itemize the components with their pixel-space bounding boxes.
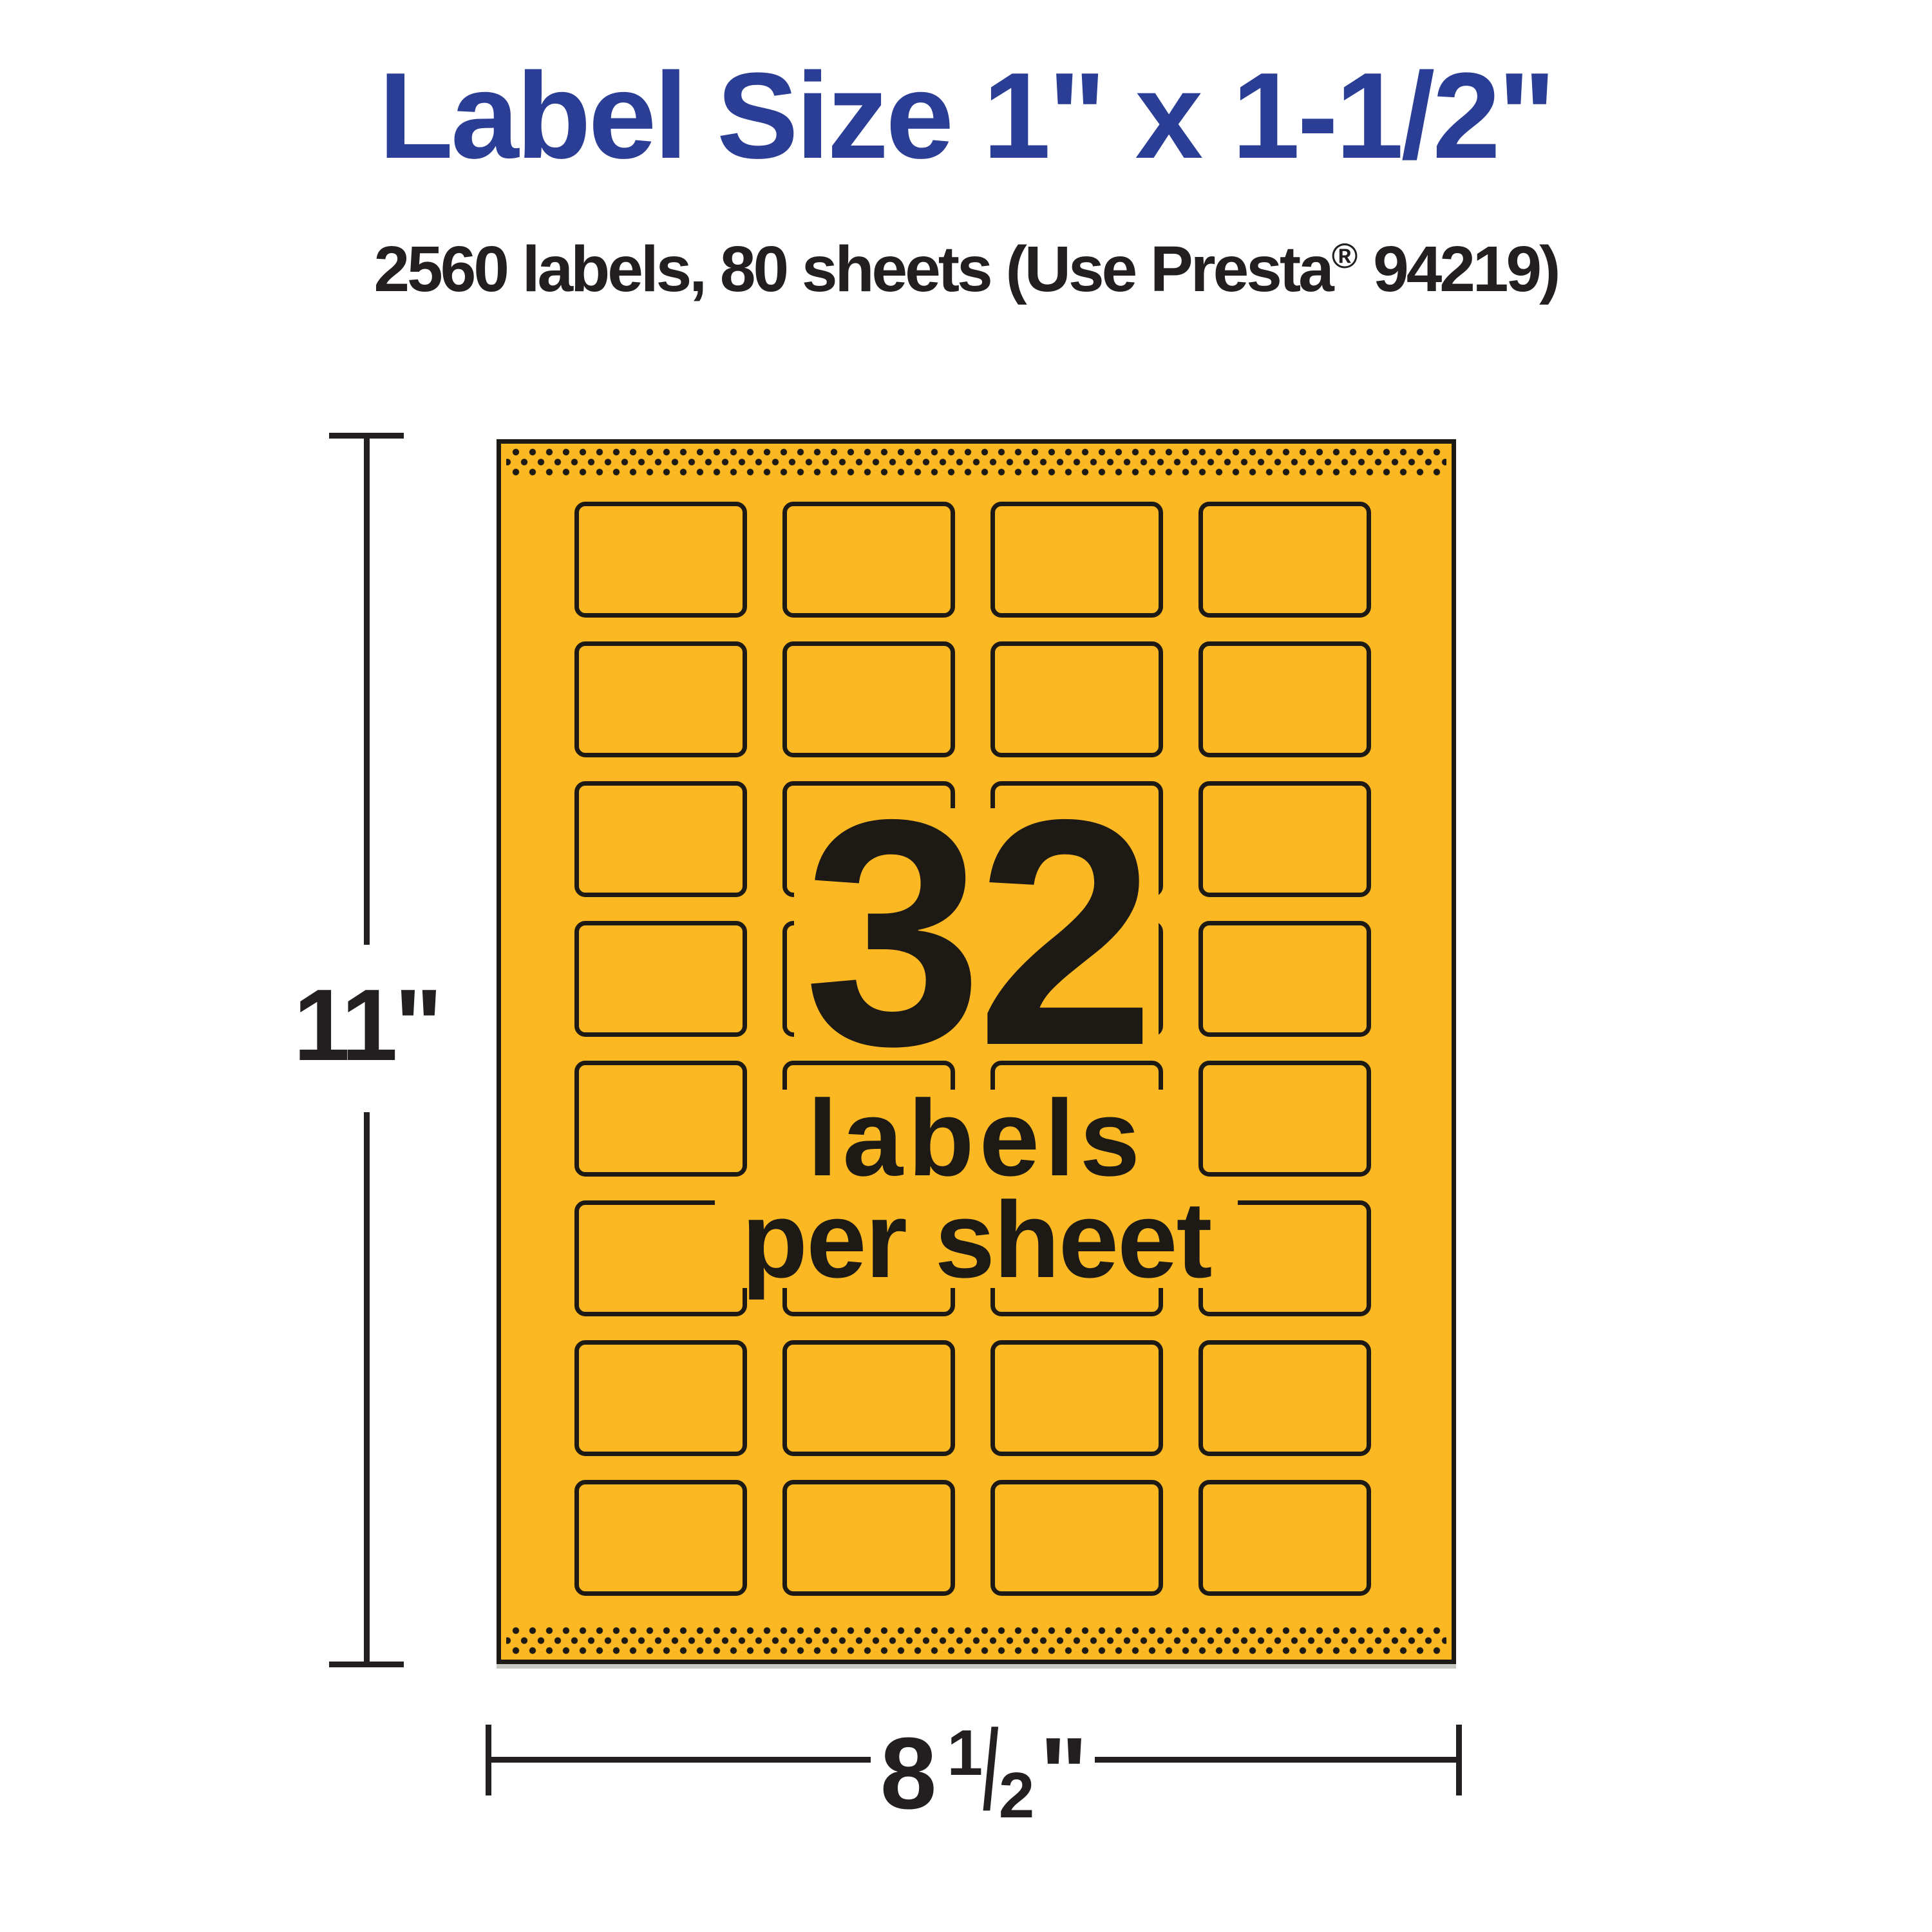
height-dimension-line-lower	[364, 1112, 370, 1664]
width-fraction-slash: /	[982, 1707, 999, 1833]
width-dimension-tick-right	[1456, 1725, 1462, 1795]
label-sheet: 32 labels per sheet	[497, 439, 1456, 1664]
label-cell	[1198, 1340, 1371, 1456]
label-cell	[1198, 921, 1371, 1037]
width-fraction-numerator: 1	[947, 1717, 983, 1789]
labels-count-number: 32	[793, 772, 1159, 1094]
perforation-strip-bottom	[506, 1625, 1446, 1655]
labels-per-sheet-callout: 32 labels per sheet	[501, 772, 1452, 1294]
label-cell	[1198, 1061, 1371, 1177]
width-dimension-line-right	[1095, 1757, 1456, 1763]
height-dimension-line-upper	[364, 437, 370, 945]
labels-count-word: labels	[780, 1084, 1173, 1192]
label-cell	[782, 502, 955, 618]
perforation-strip-top	[506, 447, 1446, 477]
label-cell	[990, 502, 1163, 618]
label-cell	[1198, 641, 1371, 757]
width-dimension-label: 8 1/2"	[863, 1701, 1105, 1847]
label-cell	[574, 1340, 747, 1456]
height-dimension-tick-bottom	[329, 1662, 404, 1667]
label-cell	[782, 641, 955, 757]
width-inch-mark: "	[1039, 1717, 1088, 1830]
label-cell	[574, 502, 747, 618]
label-cell	[574, 781, 747, 897]
label-cell	[782, 1480, 955, 1596]
label-cell	[574, 641, 747, 757]
width-dimension-line-left	[491, 1757, 871, 1763]
label-cell	[574, 1480, 747, 1596]
subtitle-suffix: 94219)	[1358, 233, 1560, 305]
page-subtitle: 2560 labels, 80 sheets (Use Presta® 9421…	[0, 220, 1932, 305]
label-cell	[1198, 502, 1371, 618]
subtitle-prefix: 2560 labels, 80 sheets (Use Presta	[374, 233, 1334, 305]
width-whole-number: 8	[880, 1717, 937, 1830]
height-dimension-tick-top	[329, 433, 404, 439]
label-cell	[990, 1480, 1163, 1596]
width-fraction-denominator: 2	[998, 1759, 1035, 1832]
label-cell	[574, 921, 747, 1037]
labels-count-unit: per sheet	[714, 1186, 1238, 1294]
label-cell	[990, 641, 1163, 757]
label-cell	[574, 1061, 747, 1177]
height-dimension-label: 11"	[293, 969, 443, 1082]
registered-mark: ®	[1331, 236, 1358, 276]
page-title: Label Size 1" x 1-1/2"	[378, 48, 1556, 184]
width-dimension-tick-left	[486, 1725, 491, 1795]
label-cell	[782, 1340, 955, 1456]
label-cell	[1198, 781, 1371, 897]
label-cell	[1198, 1480, 1371, 1596]
label-cell	[990, 1340, 1163, 1456]
